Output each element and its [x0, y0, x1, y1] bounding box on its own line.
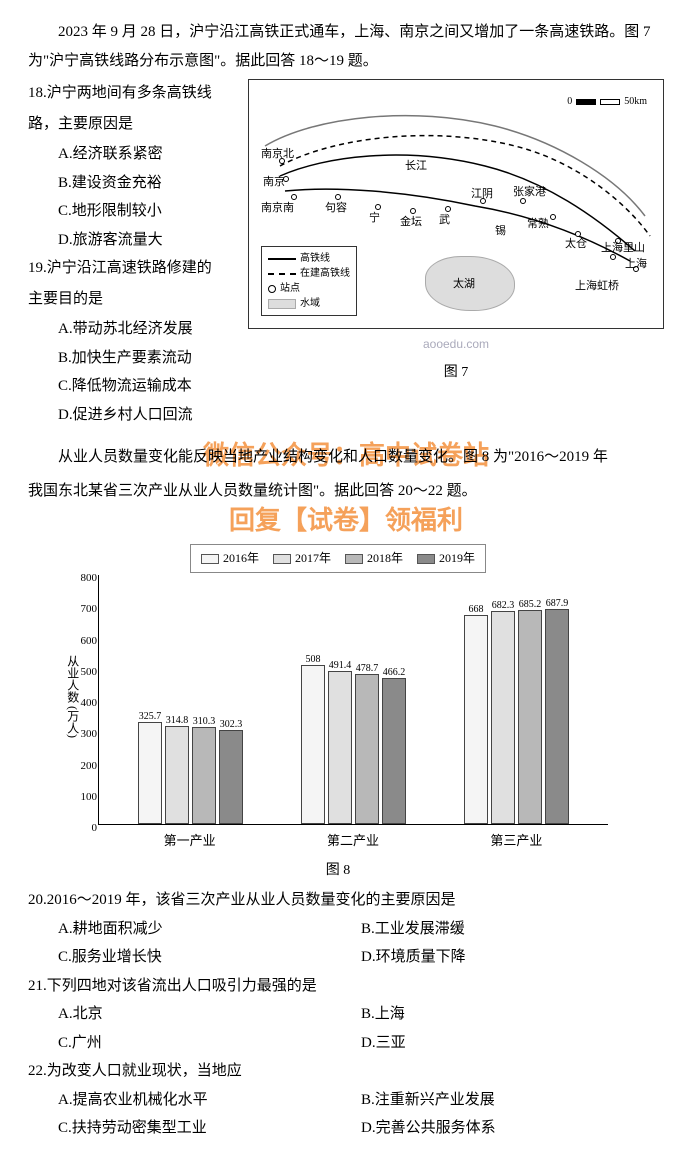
bar: 310.3 — [192, 727, 216, 824]
bar: 687.9 — [545, 609, 569, 824]
bar-value: 491.4 — [329, 656, 352, 675]
lbl-nanjingbei: 南京北 — [261, 144, 294, 165]
bar-group: 668682.3685.2687.9 — [464, 575, 569, 824]
bar: 466.2 — [382, 678, 406, 824]
bar-value: 302.3 — [220, 715, 243, 734]
q18-19-map-block: 18.沪宁两地间有多条高铁线 路，主要原因是 A.经济联系紧密 B.建设资金充裕… — [28, 79, 664, 429]
q18-opt-a: A.经济联系紧密 — [58, 140, 238, 169]
lbl-kunshan: 上海里山 — [601, 238, 645, 259]
x-label: 第二产业 — [327, 829, 379, 854]
bar: 478.7 — [355, 674, 379, 824]
lbl-jiangyin: 江阴 — [471, 184, 493, 205]
bar: 668 — [464, 615, 488, 824]
bar-group: 508491.4478.7466.2 — [301, 575, 406, 824]
q19-opt-d: D.促进乡村人口回流 — [58, 401, 238, 430]
leg-rail: 高铁线 — [300, 251, 330, 266]
map-legend: 高铁线 在建高铁线 站点 水域 — [261, 246, 357, 316]
bar-value: 685.2 — [519, 595, 542, 614]
bar-value: 668 — [469, 600, 484, 619]
bar: 314.8 — [165, 726, 189, 824]
lbl-changshu: 常熟 — [527, 214, 549, 235]
map-column: 0 50km — [248, 79, 664, 386]
q21-opt-a: A.北京 — [58, 1000, 361, 1029]
q18-stem-2: 路，主要原因是 — [28, 110, 238, 139]
figure-7-map: 0 50km — [248, 79, 664, 329]
q19-stem-1: 19.沪宁沿江高速铁路修建的 — [28, 254, 238, 283]
q18-opt-b: B.建设资金充裕 — [58, 169, 238, 198]
leg-water: 水域 — [300, 296, 320, 311]
q20-opt-c: C.服务业增长快 — [58, 943, 361, 972]
lbl-changjiang: 长江 — [405, 156, 427, 177]
bar-value: 682.3 — [492, 596, 515, 615]
chart-legend: 2016年 2017年 2018年 2019年 — [190, 544, 486, 573]
q21-opt-c: C.广州 — [58, 1029, 361, 1058]
q20-opt-b: B.工业发展滞缓 — [361, 915, 664, 944]
q22-opt-a: A.提高农业机械化水平 — [58, 1086, 361, 1115]
bar-value: 687.9 — [546, 594, 569, 613]
leg-station: 站点 — [280, 281, 300, 296]
q21-stem: 21.下列四地对该省流出人口吸引力最强的是 — [28, 972, 664, 1001]
intro-1: 2023 年 9 月 28 日，沪宁沿江高铁正式通车，上海、南京之间又增加了一条… — [28, 18, 664, 75]
q22-opt-d: D.完善公共服务体系 — [361, 1114, 664, 1143]
lbl-xi: 锡 — [495, 221, 506, 242]
q22-opt-c: C.扶持劳动密集型工业 — [58, 1114, 361, 1143]
bar-value: 310.3 — [193, 712, 216, 731]
lbl-nanjingnan: 南京南 — [261, 198, 294, 219]
legend-item: 2019年 — [417, 547, 475, 570]
legend-item: 2017年 — [273, 547, 331, 570]
q19-opt-a: A.带动苏北经济发展 — [58, 315, 238, 344]
watermark-line2: 回复【试卷】领福利 — [28, 502, 664, 538]
q20-stem: 20.2016～2019 年，该省三次产业从业人员数量变化的主要原因是 — [28, 886, 664, 915]
q21-opt-b: B.上海 — [361, 1000, 664, 1029]
q22-opt-b: B.注重新兴产业发展 — [361, 1086, 664, 1115]
fig7-caption: 图 7 — [248, 360, 664, 387]
bar: 302.3 — [219, 730, 243, 824]
bar-group: 325.7314.8310.3302.3 — [138, 575, 243, 824]
q20-opt-a: A.耕地面积减少 — [58, 915, 361, 944]
lbl-jintan: 金坛 — [400, 212, 422, 233]
lbl-wu: 武 — [439, 210, 450, 231]
lbl-zhangjiagang: 张家港 — [513, 182, 546, 203]
lbl-taihu: 太湖 — [453, 274, 475, 295]
lbl-nanjing: 南京 — [263, 172, 285, 193]
site-watermark: aooedu.com — [248, 333, 664, 356]
bar-value: 314.8 — [166, 711, 189, 730]
bar: 325.7 — [138, 722, 162, 824]
lbl-jurong: 句容 — [325, 198, 347, 219]
figure-8-chart: 2016年2017年2018年2019年 从业人数 (万人) 325.7314.… — [58, 544, 664, 884]
bar-value: 325.7 — [139, 707, 162, 726]
q18-stem-1: 18.沪宁两地间有多条高铁线 — [28, 79, 238, 108]
watermark-block: 微信公众号：高中试卷站 从业人员数量变化能反映当地产业结构变化和人口数量变化。图… — [28, 437, 664, 473]
bar-value: 508 — [306, 650, 321, 669]
bar: 685.2 — [518, 610, 542, 824]
lbl-ning: 宁 — [369, 208, 380, 229]
bar: 491.4 — [328, 671, 352, 825]
leg-building: 在建高铁线 — [300, 266, 350, 281]
lbl-hongqiao: 上海虹桥 — [575, 276, 619, 297]
q20-opt-d: D.环境质量下降 — [361, 943, 664, 972]
x-label: 第三产业 — [490, 829, 542, 854]
q22-stem: 22.为改变人口就业现状，当地应 — [28, 1057, 664, 1086]
x-label: 第一产业 — [164, 829, 216, 854]
legend-item: 2016年 — [201, 547, 259, 570]
q21-opt-d: D.三亚 — [361, 1029, 664, 1058]
fig8-caption: 图 8 — [58, 858, 618, 885]
legend-item: 2018年 — [345, 547, 403, 570]
q19-opt-c: C.降低物流运输成本 — [58, 372, 238, 401]
bar: 508 — [301, 665, 325, 824]
bar-value: 478.7 — [356, 659, 379, 678]
lbl-taicang: 太仓 — [565, 234, 587, 255]
q19-stem-2: 主要目的是 — [28, 285, 238, 314]
left-questions: 18.沪宁两地间有多条高铁线 路，主要原因是 A.经济联系紧密 B.建设资金充裕… — [28, 79, 238, 429]
q18-opt-d: D.旅游客流量大 — [58, 226, 238, 255]
q18-opt-c: C.地形限制较小 — [58, 197, 238, 226]
bar: 682.3 — [491, 611, 515, 824]
q19-opt-b: B.加快生产要素流动 — [58, 344, 238, 373]
bar-value: 466.2 — [383, 663, 406, 682]
watermark-line1: 微信公众号：高中试卷站 — [28, 437, 664, 473]
